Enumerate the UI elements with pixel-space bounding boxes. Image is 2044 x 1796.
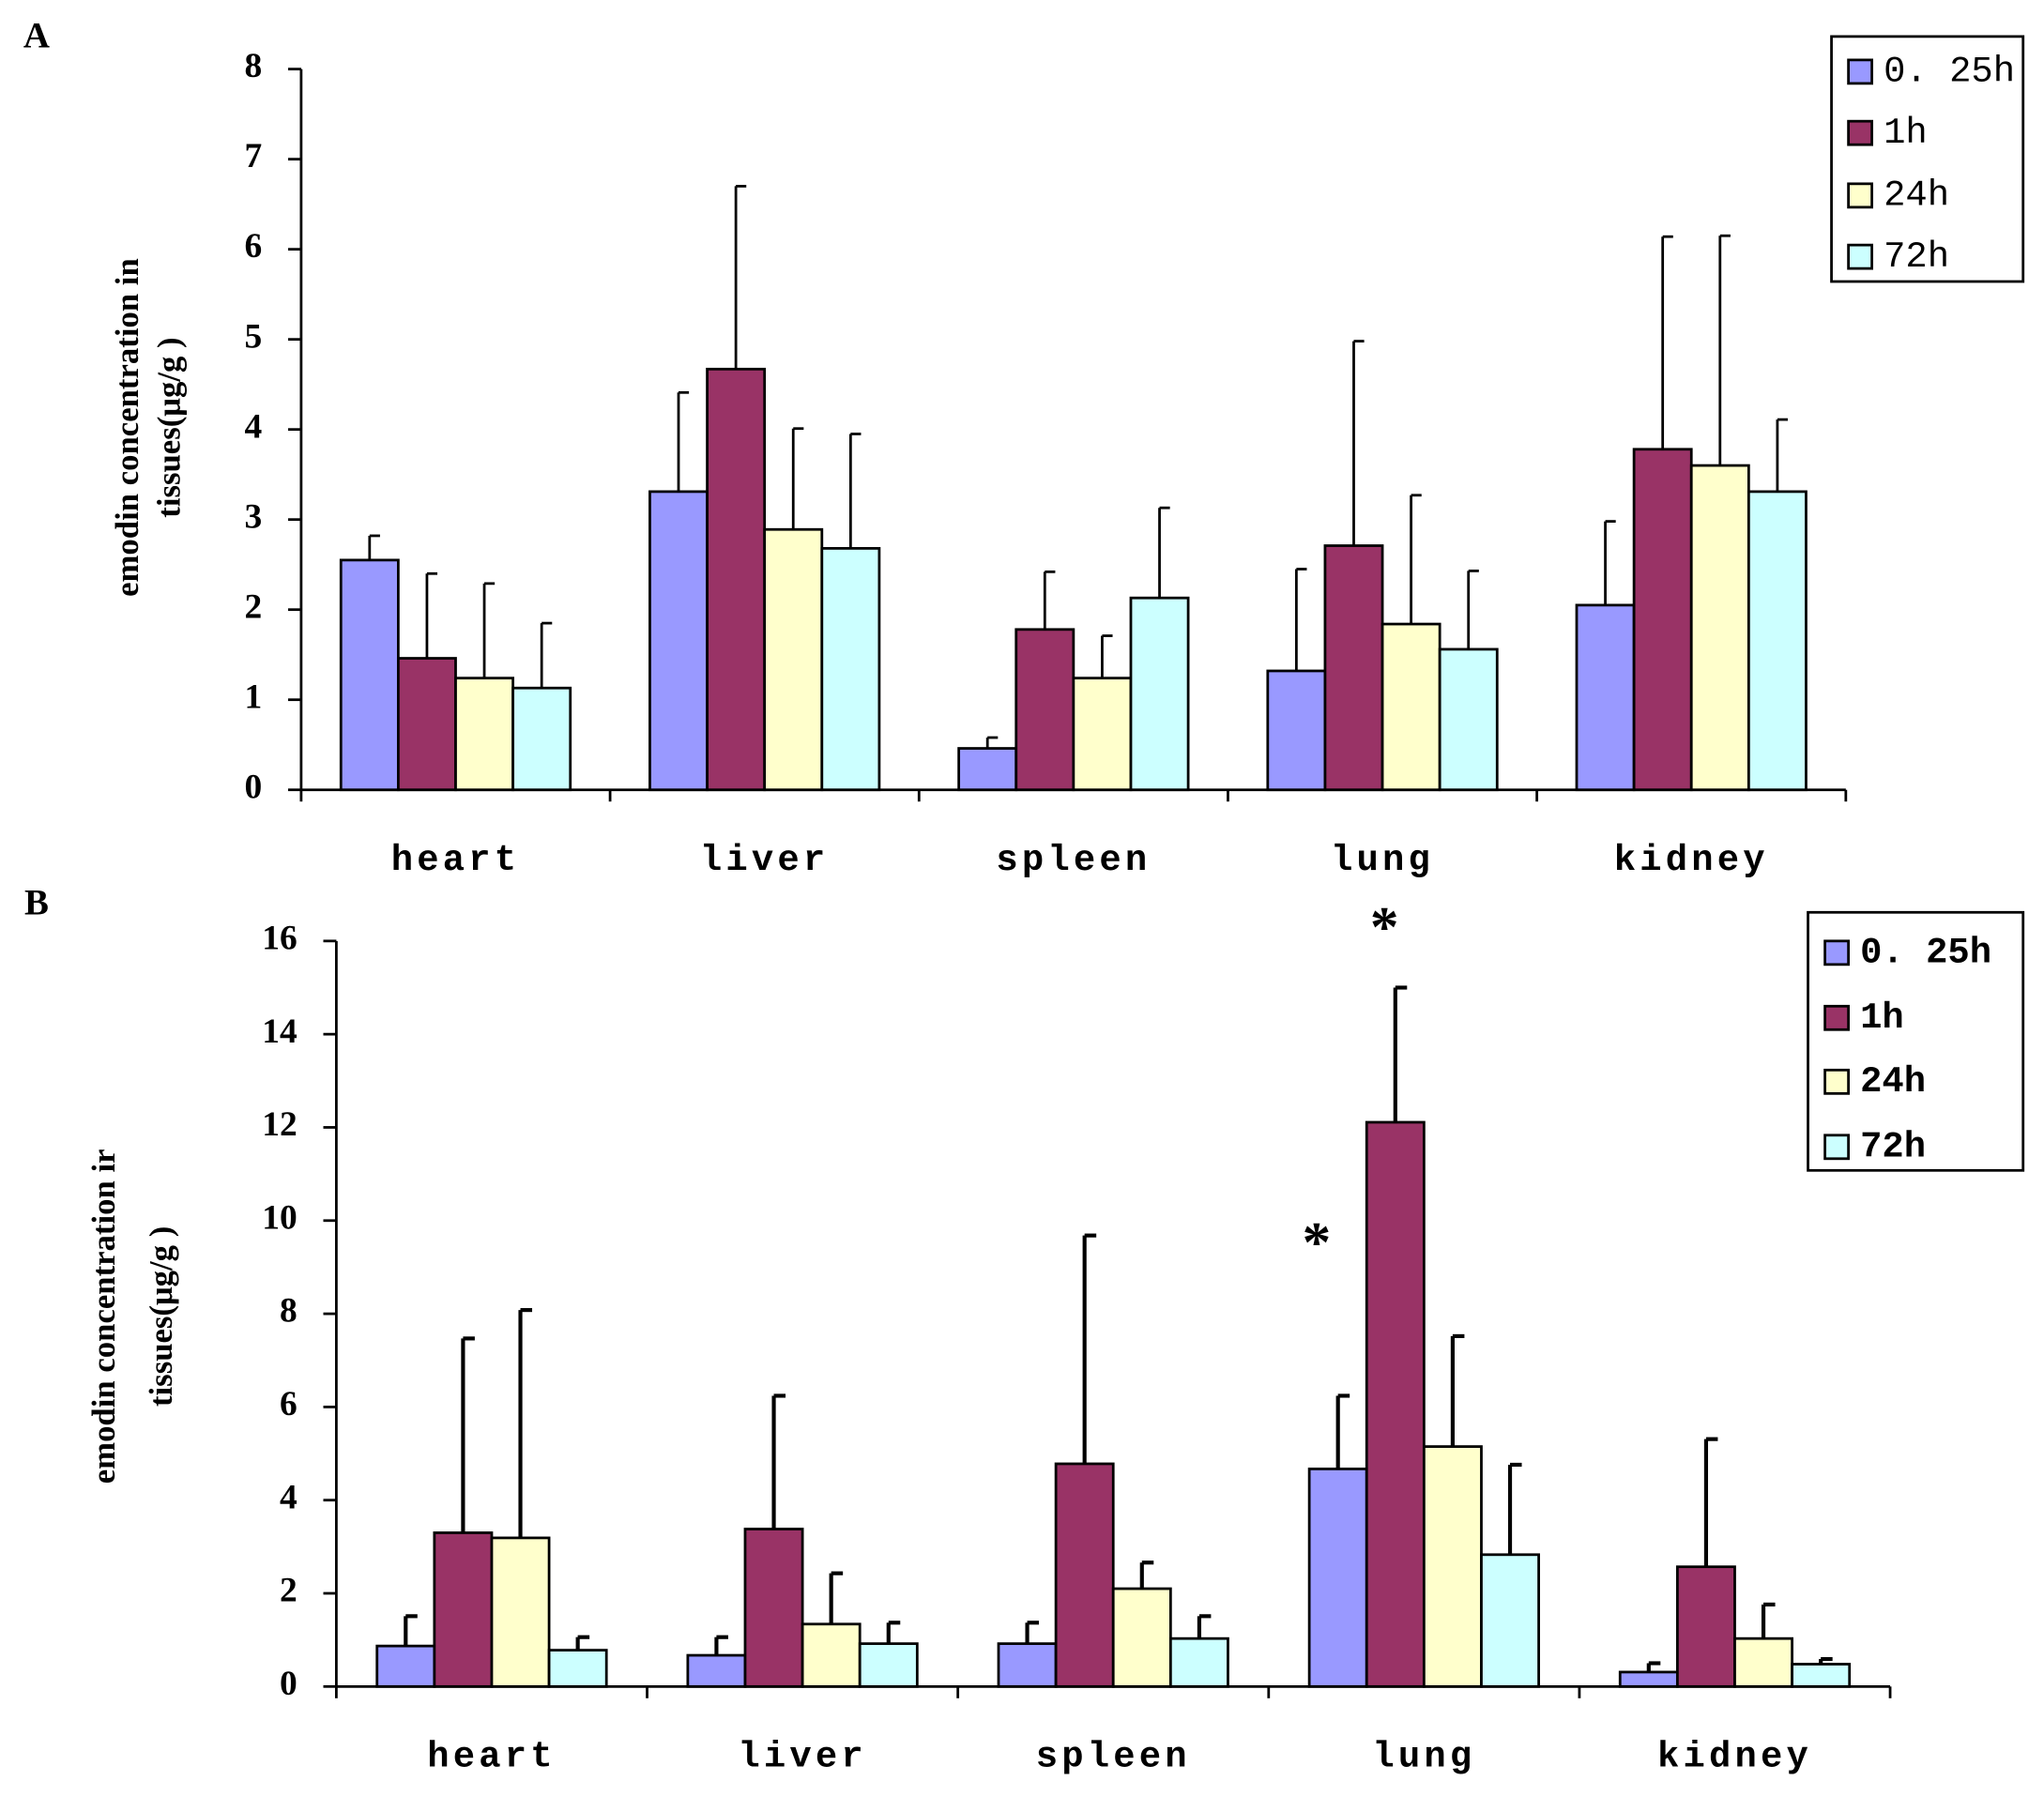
legend-label: 72h <box>1860 1127 1926 1168</box>
panel-label: B <box>24 882 49 922</box>
bar <box>1438 647 1499 792</box>
annotation: * <box>1303 1212 1332 1275</box>
y-tick-label: 6 <box>244 227 262 266</box>
bar <box>1323 544 1384 792</box>
bar <box>1675 1565 1736 1688</box>
bar <box>1129 596 1190 792</box>
y-tick-label: 3 <box>244 497 262 536</box>
bar <box>1689 464 1750 792</box>
bar <box>1747 490 1808 792</box>
y-tick-label: 2 <box>280 1572 297 1610</box>
bar <box>375 1644 436 1688</box>
bar <box>1791 1663 1852 1688</box>
bar <box>706 367 767 792</box>
bar <box>1365 1120 1426 1688</box>
x-tick-label: lung <box>1372 1737 1475 1778</box>
y-axis-label: tissues(μg/g ) <box>150 337 187 517</box>
legend-label: 0. 25h <box>1884 52 2015 93</box>
bar <box>1618 1670 1679 1688</box>
bar <box>511 686 572 792</box>
bar <box>820 547 881 792</box>
y-axis-label: emodin concentration ir <box>85 1149 122 1484</box>
bar <box>1422 1445 1483 1688</box>
legend-swatch <box>1823 939 1850 966</box>
bar <box>1480 1553 1540 1688</box>
legend-label: 1h <box>1884 113 1928 154</box>
legend-swatch <box>1847 243 1873 270</box>
bar <box>1014 628 1075 792</box>
y-tick-label: 5 <box>244 317 262 356</box>
y-tick-label: 0 <box>244 768 262 806</box>
y-tick-label: 4 <box>280 1478 297 1516</box>
x-tick-label: kidney <box>1657 1737 1812 1778</box>
bar <box>396 657 457 792</box>
bar <box>1307 1468 1368 1688</box>
annotation: * <box>1370 897 1399 960</box>
y-tick-label: 4 <box>244 407 262 446</box>
bar <box>454 677 514 792</box>
bar <box>1072 677 1133 792</box>
bar <box>743 1528 804 1688</box>
x-tick-label: heart <box>427 1737 556 1778</box>
legend-label: 24h <box>1860 1061 1926 1103</box>
bar <box>858 1642 919 1688</box>
bar <box>490 1536 551 1688</box>
bar <box>1575 603 1636 792</box>
x-tick-label: kidney <box>1614 840 1769 881</box>
bar <box>1168 1636 1229 1688</box>
legend-swatch <box>1847 182 1873 209</box>
x-tick-label: spleen <box>996 840 1151 881</box>
bar <box>1054 1462 1115 1688</box>
y-tick-label: 14 <box>262 1012 297 1051</box>
bar <box>1111 1587 1172 1688</box>
bar <box>339 558 400 792</box>
bar <box>997 1642 1058 1688</box>
y-tick-label: 7 <box>244 137 262 175</box>
legend-label: 24h <box>1884 175 1949 217</box>
y-axis-label: tissues(μg/g ) <box>143 1226 179 1407</box>
legend-swatch <box>1823 1134 1850 1161</box>
bar <box>801 1622 862 1688</box>
bar <box>1632 448 1693 792</box>
bar <box>763 527 824 792</box>
bar <box>433 1531 494 1688</box>
y-tick-label: 2 <box>244 587 262 626</box>
y-tick-label: 6 <box>280 1385 297 1423</box>
x-tick-label: heart <box>391 840 520 881</box>
y-tick-label: 12 <box>262 1105 297 1144</box>
bar <box>648 490 709 792</box>
bar <box>1733 1636 1793 1688</box>
y-tick-label: 1 <box>244 677 262 716</box>
y-tick-label: 8 <box>280 1292 297 1331</box>
y-tick-label: 8 <box>244 47 262 85</box>
bar <box>1266 669 1327 792</box>
legend-swatch <box>1847 58 1873 85</box>
legend-swatch <box>1823 1068 1850 1095</box>
x-tick-label: liver <box>738 1737 866 1778</box>
y-axis-label: emodin concentration in <box>109 258 145 597</box>
x-tick-label: spleen <box>1036 1737 1191 1778</box>
y-tick-label: 0 <box>280 1665 297 1703</box>
legend-label: 0. 25h <box>1860 933 1991 974</box>
y-tick-label: 16 <box>262 919 297 957</box>
bar <box>957 747 1018 792</box>
x-tick-label: liver <box>700 840 829 881</box>
panel-label: A <box>23 16 50 56</box>
legend-swatch <box>1847 119 1873 146</box>
legend-label: 1h <box>1860 997 1904 1039</box>
bar <box>1380 622 1441 792</box>
y-tick-label: 10 <box>262 1198 297 1237</box>
x-tick-label: lung <box>1331 840 1434 881</box>
bar <box>686 1653 747 1688</box>
legend-label: 72h <box>1884 236 1949 278</box>
legend-swatch <box>1823 1004 1850 1031</box>
bar <box>547 1649 608 1688</box>
